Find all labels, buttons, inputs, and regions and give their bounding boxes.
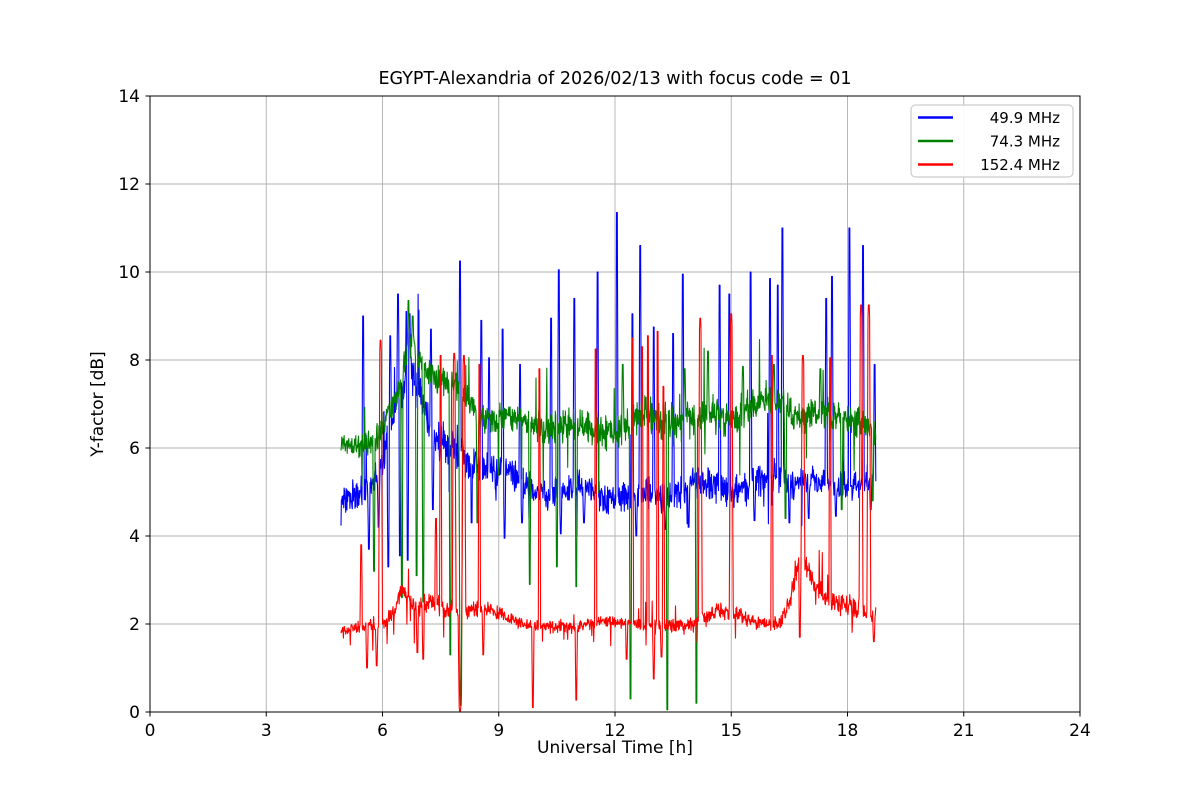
series-line-49-9-mhz <box>340 212 877 568</box>
x-tick-label: 12 <box>604 721 626 741</box>
y-tick-label: 8 <box>129 351 140 371</box>
y-tick-label: 12 <box>118 175 140 195</box>
x-tick-label: 0 <box>145 721 156 741</box>
x-tick-label: 6 <box>377 721 388 741</box>
y-axis-label: Y-factor [dB] <box>88 351 108 457</box>
y-tick-label: 4 <box>129 527 140 547</box>
y-tick-label: 0 <box>129 703 140 723</box>
x-tick-label: 24 <box>1069 721 1091 741</box>
legend-label-74-3-mhz: 74.3 MHz <box>990 133 1060 151</box>
y-tick-label: 10 <box>118 263 140 283</box>
y-tick-label: 14 <box>118 87 140 107</box>
x-axis-label: Universal Time [h] <box>537 738 693 758</box>
series-line-74-3-mhz <box>340 300 877 711</box>
x-tick-label: 3 <box>261 721 272 741</box>
legend-label-49-9-mhz: 49.9 MHz <box>990 109 1060 127</box>
x-tick-label: 9 <box>493 721 504 741</box>
y-tick-label: 2 <box>129 615 140 635</box>
legend-label-152-4-mhz: 152.4 MHz <box>980 156 1060 174</box>
x-tick-label: 21 <box>953 721 975 741</box>
y-tick-label: 6 <box>129 439 140 459</box>
x-tick-label: 15 <box>720 721 742 741</box>
series-line-152-4-mhz <box>340 304 877 712</box>
chart-title: EGYPT-Alexandria of 2026/02/13 with focu… <box>378 69 852 89</box>
x-tick-label: 18 <box>837 721 859 741</box>
legend-box <box>910 104 1074 178</box>
